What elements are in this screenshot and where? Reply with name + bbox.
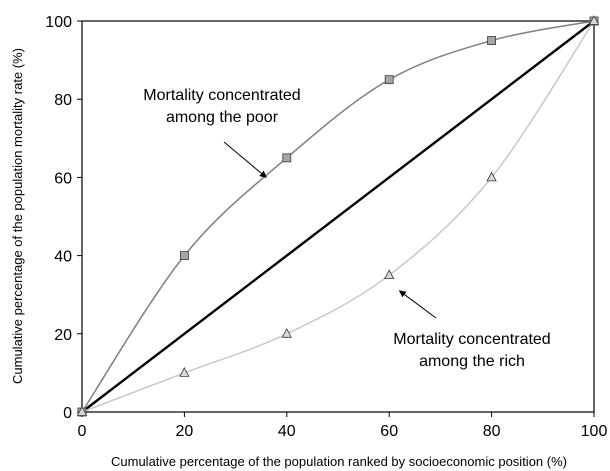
plot-area xyxy=(81,20,595,413)
data-point-triangle xyxy=(179,367,190,377)
x-tick-label: 80 xyxy=(483,423,501,440)
data-point-square xyxy=(487,36,497,45)
y-tick-label: 100 xyxy=(45,14,72,31)
data-point-square xyxy=(282,153,292,163)
x-axis-title: Cumulative percentage of the population … xyxy=(111,454,567,469)
data-point-triangle xyxy=(384,269,395,280)
series-line-2 xyxy=(81,20,595,413)
annotations: Mortality concentrated among the poor Mort… xyxy=(143,87,550,370)
data-point-triangle xyxy=(588,15,600,25)
y-tick-label: 80 xyxy=(54,92,72,109)
annotation-1-arrow xyxy=(223,141,267,178)
x-tick-label: 20 xyxy=(176,423,194,440)
y-axis-title: Cumulative percentage of the population … xyxy=(10,48,25,384)
annotation-2-line-2: among the rich xyxy=(419,353,525,370)
x-tick-label: 0 xyxy=(78,423,87,440)
y-tick-label: 60 xyxy=(54,170,72,187)
data-point-square xyxy=(179,251,189,261)
data-point-square xyxy=(384,75,394,85)
series-line-3 xyxy=(81,20,595,413)
series-markers xyxy=(76,15,600,417)
x-tick-label: 40 xyxy=(278,423,296,440)
x-tick-label: 100 xyxy=(581,423,608,440)
y-tick-label: 40 xyxy=(54,249,72,266)
annotation-2-arrow xyxy=(398,290,437,319)
x-tick-label: 60 xyxy=(380,423,398,440)
annotation-2-line-1: Mortality concentrated xyxy=(393,331,550,348)
data-point-triangle xyxy=(281,327,292,338)
y-axis-ticks: 0 20 40 60 80 100 xyxy=(45,14,82,422)
data-point-triangle xyxy=(486,171,497,182)
annotation-1-line-2: among the poor xyxy=(166,109,279,126)
y-tick-label: 20 xyxy=(54,327,72,344)
x-axis-ticks: 0 20 40 60 80 100 xyxy=(78,412,608,440)
y-tick-label: 0 xyxy=(63,405,72,422)
data-point-triangle xyxy=(76,406,88,416)
annotation-1-line-1: Mortality concentrated xyxy=(143,87,300,104)
